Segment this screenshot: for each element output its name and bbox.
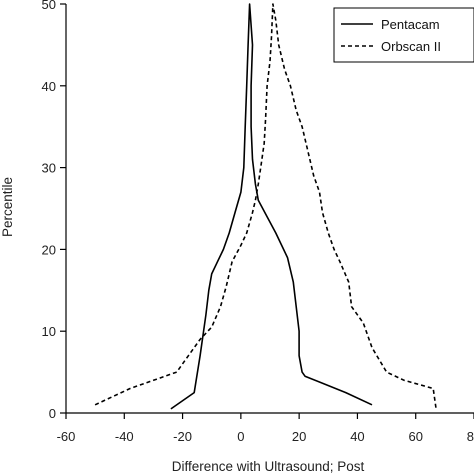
- x-tick-label: 20: [292, 429, 306, 444]
- x-tick-label: -20: [173, 429, 192, 444]
- legend-label-orbscan: Orbscan II: [381, 39, 441, 54]
- y-tick-label: 50: [42, 0, 56, 12]
- legend: Pentacam Orbscan II: [333, 7, 474, 63]
- legend-label-pentacam: Pentacam: [381, 17, 440, 32]
- y-tick-label: 0: [49, 406, 56, 421]
- x-tick-label: 40: [350, 429, 364, 444]
- x-tick-label: -40: [115, 429, 134, 444]
- axes: -60 -40 -20 0 20 40 60 80 0 10 20 30 40 50: [42, 0, 474, 444]
- x-tick-label: 0: [237, 429, 244, 444]
- y-axis-label: Percentile: [0, 177, 15, 237]
- x-axis-label: Difference with Ultrasound; Post: [172, 459, 365, 474]
- x-tick-label: 60: [408, 429, 422, 444]
- x-tick-label: 80: [467, 429, 474, 444]
- legend-box: [333, 7, 474, 63]
- y-tick-label: 30: [42, 161, 56, 176]
- axis-labels: Difference with Ultrasound; Post Percent…: [0, 177, 365, 474]
- series-line-orbscan-ii: [94, 3, 437, 410]
- x-tick-label: -60: [57, 429, 76, 444]
- y-tick-label: 10: [42, 324, 56, 339]
- y-tick-label: 40: [42, 79, 56, 94]
- y-tick-label: 20: [42, 242, 56, 257]
- plot-area: [94, 3, 437, 410]
- series-line-pentacam: [170, 3, 373, 410]
